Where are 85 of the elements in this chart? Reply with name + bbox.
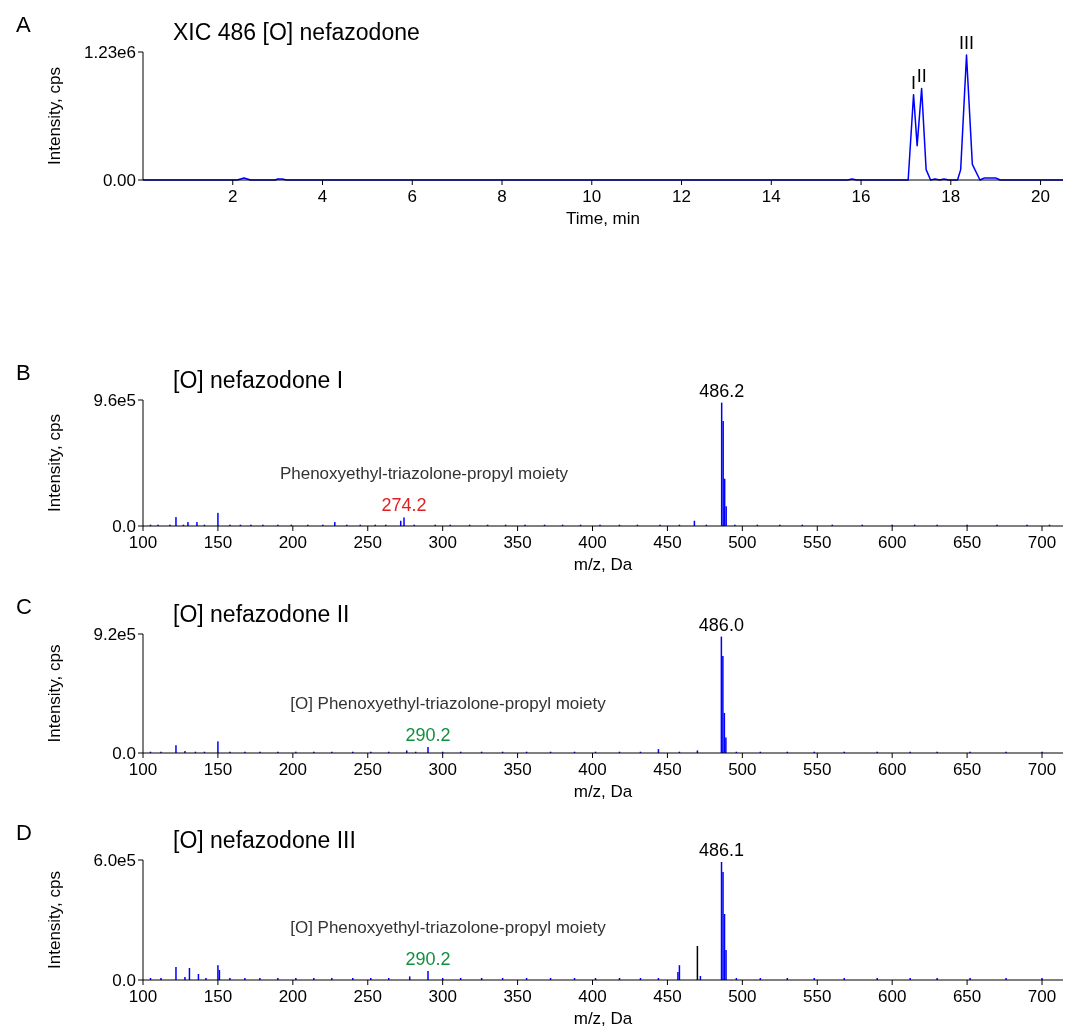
x-tick-label: 200 <box>278 533 308 552</box>
x-tick-label: 500 <box>728 533 757 552</box>
text: D <box>16 820 32 845</box>
chart-title: XIC 486 [O] nefazodone <box>173 19 420 45</box>
x-tick-label: 700 <box>1027 760 1057 779</box>
x-tick-label: 8 <box>497 187 507 206</box>
x-tick-label: 250 <box>353 760 382 779</box>
x-tick-label: 12 <box>672 187 691 206</box>
x-tick-label: 150 <box>203 533 233 552</box>
x-tick-label: 350 <box>503 760 532 779</box>
x-tick-label: 6 <box>407 187 417 206</box>
x-tick-label: 150 <box>203 760 233 779</box>
annotation: 486.2 <box>699 380 745 401</box>
y-tick-label: 0.0 <box>112 971 136 990</box>
x-tick-label: 450 <box>653 533 682 552</box>
text: C <box>16 594 32 619</box>
annotation: 274.2 <box>381 495 427 516</box>
x-tick-label: 600 <box>878 533 907 552</box>
y-tick-label: 0.0 <box>112 744 136 763</box>
y-axis-title: Intensity, cps <box>45 67 64 165</box>
text: B <box>16 360 31 385</box>
x-tick-label: 100 <box>128 760 158 779</box>
x-tick-label: 200 <box>278 760 308 779</box>
x-axis-title: m/z, Da <box>573 1009 633 1028</box>
y-tick-label: 6.0e5 <box>93 851 136 870</box>
text: A <box>16 12 31 37</box>
x-tick-label: 650 <box>952 760 982 779</box>
y-tick-label: 9.2e5 <box>93 625 136 644</box>
x-tick-label: 300 <box>428 533 457 552</box>
annotation: 486.1 <box>699 840 745 860</box>
x-tick-label: 10 <box>582 187 602 206</box>
y-axis-title: Intensity, cps <box>45 871 64 969</box>
x-tick-label: 200 <box>278 987 308 1006</box>
y-tick-label: 9.6e5 <box>93 391 136 410</box>
annotation: I <box>911 72 917 93</box>
x-tick-label: 500 <box>728 760 757 779</box>
chart-title: [O] nefazodone II <box>173 601 350 627</box>
x-tick-label: 650 <box>952 987 982 1006</box>
y-axis-title: Intensity, cps <box>45 644 64 743</box>
x-tick-label: 16 <box>851 187 871 206</box>
annotation: III <box>959 33 975 54</box>
x-tick-label: 300 <box>428 987 457 1006</box>
y-tick-label: 0.00 <box>102 171 136 190</box>
x-axis-title: m/z, Da <box>573 555 633 574</box>
annotation: II <box>916 66 927 87</box>
y-tick-label: 1.23e6 <box>84 43 136 62</box>
x-tick-label: 600 <box>878 987 907 1006</box>
y-axis-title: Intensity, cps <box>45 414 64 512</box>
x-tick-label: 150 <box>203 987 233 1006</box>
x-tick-label: 18 <box>941 187 961 206</box>
annotation: 290.2 <box>405 949 451 969</box>
x-tick-label: 700 <box>1027 533 1057 552</box>
x-tick-label: 250 <box>353 533 382 552</box>
x-tick-label: 2 <box>228 187 238 206</box>
x-tick-label: 350 <box>503 987 532 1006</box>
x-tick-label: 400 <box>578 987 607 1006</box>
x-tick-label: 500 <box>728 987 757 1006</box>
x-tick-label: 400 <box>578 533 607 552</box>
x-tick-label: 100 <box>128 533 158 552</box>
x-tick-label: 400 <box>578 760 607 779</box>
x-tick-label: 450 <box>653 987 682 1006</box>
x-tick-label: 300 <box>428 760 457 779</box>
x-tick-label: 650 <box>952 533 982 552</box>
x-tick-label: 250 <box>353 987 382 1006</box>
x-tick-label: 14 <box>761 187 781 206</box>
x-axis-title: Time, min <box>566 209 640 228</box>
x-tick-label: 20 <box>1031 187 1051 206</box>
x-tick-label: 350 <box>503 533 532 552</box>
x-tick-label: 100 <box>128 987 158 1006</box>
x-tick-label: 700 <box>1027 987 1057 1006</box>
annotation: [O] Phenoxyethyl-triazolone-propyl moiety <box>290 918 607 937</box>
x-tick-label: 450 <box>653 760 682 779</box>
x-tick-label: 4 <box>317 187 328 206</box>
annotation: Phenoxyethyl-triazolone-propyl moiety <box>279 464 569 484</box>
x-tick-label: 550 <box>803 760 832 779</box>
x-tick-label: 600 <box>878 760 907 779</box>
chart-title: [O] nefazodone III <box>173 827 356 853</box>
annotation: [O] Phenoxyethyl-triazolone-propyl moiety <box>290 694 607 714</box>
x-tick-label: 550 <box>803 987 832 1006</box>
x-axis-title: m/z, Da <box>573 782 633 801</box>
y-tick-label: 0.0 <box>112 517 136 536</box>
annotation: 486.0 <box>698 614 744 635</box>
x-tick-label: 550 <box>803 533 832 552</box>
annotation: 290.2 <box>405 725 451 746</box>
chart-title: [O] nefazodone I <box>173 367 344 393</box>
